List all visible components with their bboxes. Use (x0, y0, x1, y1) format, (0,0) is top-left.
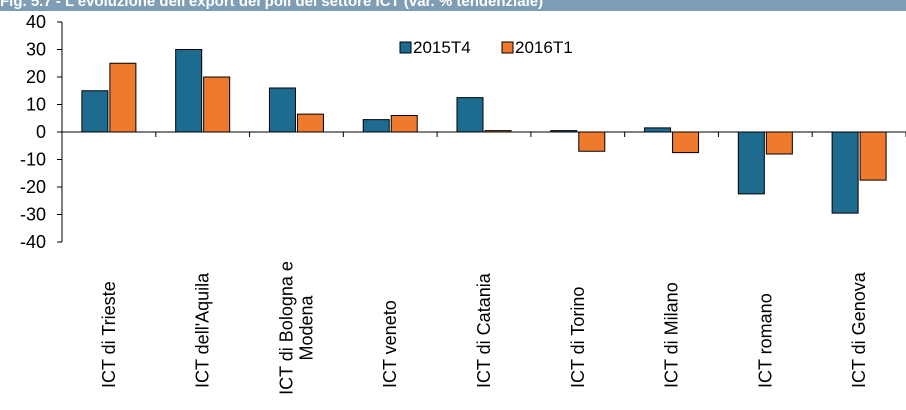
category-label-line: ICT romano (755, 293, 775, 388)
bar-2016T1-3 (390, 115, 418, 133)
bar-2015T4-6 (644, 127, 672, 133)
bar-2015T4-1 (175, 49, 203, 133)
category-label-line: ICT di Bologna e (276, 261, 296, 395)
bar-2016T1-2 (296, 113, 324, 133)
category-label-7: ICT romano (755, 293, 775, 388)
bar-2016T1-6 (672, 131, 700, 154)
category-label-3: ICT veneto (380, 300, 400, 388)
bar-2016T1-7 (765, 131, 793, 155)
legend-label-2015T4: 2015T4 (413, 38, 471, 57)
bar-2015T4-0 (81, 90, 109, 133)
chart-title: Fig. 5.7 - L'evoluzione dell'export dei … (0, 0, 544, 10)
category-label-6: ICT di Milano (662, 282, 682, 388)
bar-2016T1-0 (109, 62, 137, 133)
category-label-line: ICT di Catania (474, 272, 494, 388)
category-label-8: ICT di Genova (849, 271, 869, 388)
category-label-line: ICT di Genova (849, 271, 869, 388)
y-tick-label: 20 (26, 67, 46, 87)
legend-swatch-2015T4 (399, 41, 412, 54)
y-tick-label: -30 (20, 205, 46, 225)
category-label-line: ICT di Torino (568, 287, 588, 388)
bar-2016T1-1 (203, 76, 231, 133)
category-label-1: ICT dell'Aquila (193, 272, 213, 388)
category-label-line: ICT di Trieste (99, 281, 119, 388)
category-label-4: ICT di Catania (474, 272, 494, 388)
title-bar: Fig. 5.7 - L'evoluzione dell'export dei … (0, 0, 906, 11)
category-label-line: ICT di Milano (662, 282, 682, 388)
bar-2015T4-7 (737, 131, 765, 195)
bar-2015T4-4 (456, 97, 484, 133)
category-label-line: ICT dell'Aquila (193, 272, 213, 388)
category-label-0: ICT di Trieste (99, 281, 119, 388)
y-tick-label: -10 (20, 150, 46, 170)
bar-2016T1-5 (578, 131, 606, 152)
legend-swatch-2016T1 (501, 41, 514, 54)
category-label-5: ICT di Torino (568, 287, 588, 388)
y-tick-label: -20 (20, 177, 46, 197)
category-label-line: ICT veneto (380, 300, 400, 388)
bar-2015T4-3 (362, 119, 390, 133)
bar-2016T1-8 (859, 131, 887, 181)
y-tick-label: -40 (20, 232, 46, 252)
y-tick-label: 40 (26, 12, 46, 32)
legend-label-2016T1: 2016T1 (515, 38, 573, 57)
bar-2015T4-2 (268, 87, 296, 133)
category-label-line: Modena (296, 294, 316, 360)
y-tick-label: 10 (26, 95, 46, 115)
y-tick-label: 30 (26, 40, 46, 60)
y-tick-label: 0 (36, 122, 46, 142)
bar-2015T4-8 (831, 131, 859, 214)
category-label-2: ICT di Bologna e Modena (276, 261, 316, 395)
